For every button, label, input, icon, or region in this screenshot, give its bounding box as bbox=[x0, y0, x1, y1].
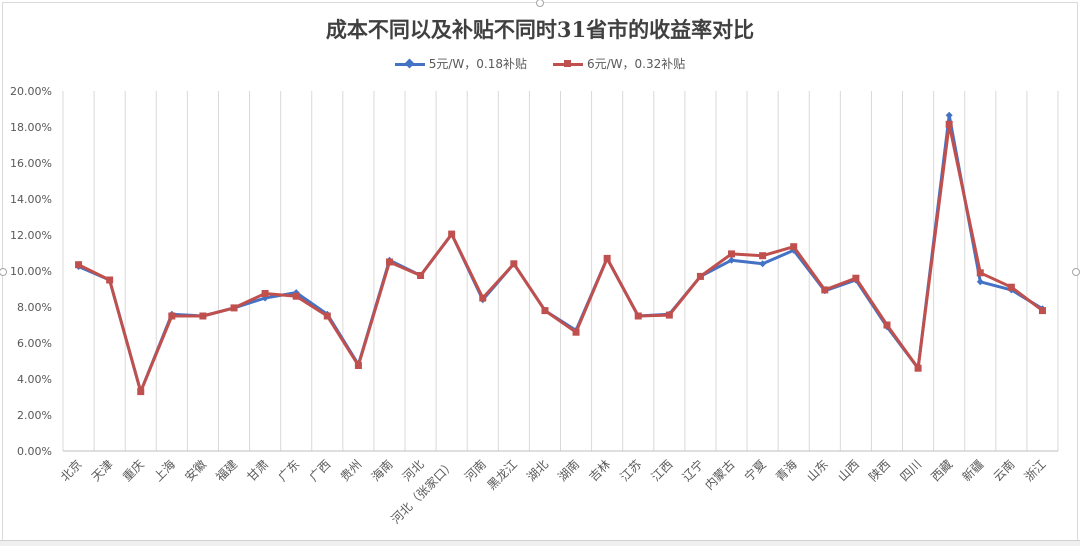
series-line-2 bbox=[77, 122, 1044, 394]
legend-label-series-2: 6元/W，0.32补贴 bbox=[587, 57, 686, 71]
x-tick-label: 安徽 bbox=[181, 457, 209, 485]
data-point-series-2 bbox=[572, 328, 580, 336]
x-tick-label: 陕西 bbox=[866, 457, 894, 485]
y-tick-label: 4.00% bbox=[17, 373, 52, 386]
x-tick-label: 江西 bbox=[649, 457, 676, 484]
resize-handle-top[interactable] bbox=[536, 0, 544, 7]
data-point-series-2 bbox=[230, 304, 238, 312]
data-point-series-2 bbox=[759, 252, 767, 260]
x-tick-label: 河北 bbox=[400, 457, 427, 484]
y-tick-label: 6.00% bbox=[17, 337, 52, 350]
data-point-series-2 bbox=[541, 307, 549, 315]
data-point-series-2 bbox=[976, 269, 984, 277]
data-point-series-2 bbox=[852, 274, 860, 282]
data-point-series-2 bbox=[137, 388, 145, 396]
data-point-series-2 bbox=[634, 312, 642, 320]
legend-swatch-series-1 bbox=[394, 58, 425, 69]
y-tick-label: 16.00% bbox=[10, 157, 52, 170]
data-point-series-1 bbox=[759, 260, 767, 268]
legend: 5元/W，0.18补贴 6元/W，0.32补贴 bbox=[0, 55, 1080, 72]
data-point-series-2 bbox=[945, 120, 953, 128]
y-tick-label: 10.00% bbox=[10, 265, 52, 278]
data-point-series-2 bbox=[821, 286, 829, 294]
data-point-series-2 bbox=[292, 292, 300, 300]
data-point-series-2 bbox=[1038, 307, 1046, 315]
x-tick-label: 辽宁 bbox=[679, 457, 707, 485]
data-point-series-2 bbox=[510, 260, 518, 268]
data-point-series-2 bbox=[603, 254, 611, 262]
x-tick-label: 福建 bbox=[213, 457, 241, 485]
x-tick-label: 湖北 bbox=[523, 457, 551, 485]
data-point-series-2 bbox=[790, 243, 798, 251]
x-tick-label: 吉林 bbox=[586, 457, 613, 484]
data-point-series-2 bbox=[354, 362, 362, 369]
x-tick-label: 黑龙江 bbox=[485, 457, 520, 492]
x-tick-label: 宁夏 bbox=[741, 457, 769, 485]
x-tick-label: 山西 bbox=[835, 457, 862, 484]
data-point-series-2 bbox=[385, 258, 393, 266]
data-point-series-2 bbox=[728, 250, 736, 258]
legend-swatch-series-2 bbox=[553, 59, 583, 69]
data-point-series-2 bbox=[665, 311, 673, 319]
resize-handle-left[interactable] bbox=[0, 268, 7, 276]
sheet-scroll-bar[interactable] bbox=[0, 540, 1080, 546]
x-tick-label: 甘肃 bbox=[244, 457, 271, 484]
x-tick-label: 上海 bbox=[150, 457, 178, 485]
data-point-series-2 bbox=[696, 272, 704, 280]
data-point-series-1 bbox=[976, 278, 984, 286]
x-tick-label: 内蒙古 bbox=[702, 457, 738, 493]
data-point-series-2 bbox=[168, 312, 176, 320]
y-tick-label: 0.00% bbox=[17, 445, 52, 458]
resize-handle-right[interactable] bbox=[1072, 268, 1080, 276]
y-tick-label: 18.00% bbox=[10, 121, 52, 134]
legend-item-series-1: 5元/W，0.18补贴 bbox=[394, 55, 527, 72]
legend-item-series-2: 6元/W，0.32补贴 bbox=[553, 55, 685, 72]
data-point-series-2 bbox=[261, 290, 269, 297]
data-point-series-2 bbox=[323, 312, 331, 320]
data-point-series-2 bbox=[914, 364, 922, 372]
x-tick-label: 湖南 bbox=[555, 457, 583, 485]
x-tick-label: 西藏 bbox=[928, 457, 955, 484]
x-tick-label: 四川 bbox=[897, 457, 924, 484]
x-tick-label: 青海 bbox=[772, 457, 800, 485]
x-tick-label: 云南 bbox=[990, 457, 1018, 485]
data-point-series-2 bbox=[883, 321, 891, 329]
x-tick-label: 重庆 bbox=[120, 457, 147, 484]
y-tick-label: 20.00% bbox=[10, 85, 52, 98]
x-tick-label: 北京 bbox=[58, 457, 85, 484]
y-tick-label: 2.00% bbox=[17, 409, 52, 422]
x-tick-label: 河南 bbox=[461, 457, 489, 485]
y-tick-label: 14.00% bbox=[10, 193, 52, 206]
x-tick-label: 广西 bbox=[307, 457, 334, 484]
chart-title: 成本不同以及补贴不同时31省市的收益率对比 bbox=[325, 17, 755, 42]
data-point-series-1 bbox=[728, 256, 736, 264]
x-tick-label: 江苏 bbox=[617, 457, 644, 484]
legend-label-series-1: 5元/W，0.18补贴 bbox=[428, 57, 527, 71]
data-point-series-2 bbox=[199, 312, 207, 320]
data-point-series-2 bbox=[417, 272, 425, 279]
x-tick-label: 浙江 bbox=[1022, 457, 1049, 484]
x-tick-label: 海南 bbox=[368, 457, 396, 485]
x-tick-label: 天津 bbox=[89, 457, 116, 484]
y-tick-label: 12.00% bbox=[10, 229, 52, 242]
data-point-series-2 bbox=[75, 261, 83, 269]
x-tick-label: 贵州 bbox=[338, 457, 365, 484]
data-point-series-2 bbox=[1007, 283, 1015, 291]
x-tick-label: 新疆 bbox=[959, 457, 987, 485]
data-point-series-2 bbox=[106, 276, 114, 284]
data-point-series-2 bbox=[479, 294, 487, 302]
x-tick-label: 广东 bbox=[275, 457, 302, 484]
data-point-series-2 bbox=[448, 230, 456, 238]
data-point-series-1 bbox=[945, 111, 953, 119]
y-tick-label: 8.00% bbox=[17, 301, 52, 314]
x-tick-label: 山东 bbox=[804, 457, 831, 484]
